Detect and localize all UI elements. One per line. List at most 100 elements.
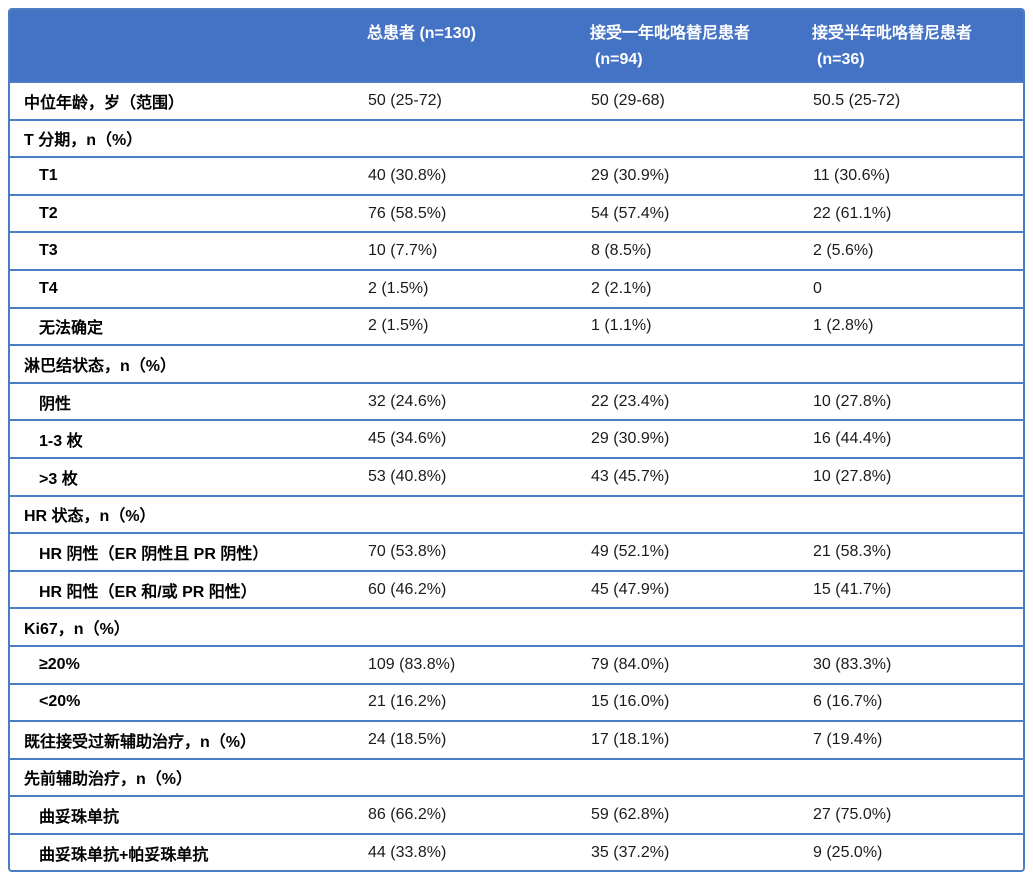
cell-half-year: 2 (5.6%) bbox=[813, 242, 874, 260]
cell-one-year: 43 (45.7%) bbox=[591, 467, 670, 485]
cell-total: 109 (83.8%) bbox=[368, 655, 456, 673]
section-row: 淋巴结状态，n（%） bbox=[10, 344, 1023, 382]
cell-total: 21 (16.2%) bbox=[368, 693, 447, 711]
cell-one-year: 59 (62.8%) bbox=[591, 806, 670, 824]
cell-half-year: 15 (41.7%) bbox=[813, 580, 892, 598]
cell-total: 45 (34.6%) bbox=[368, 430, 447, 448]
row-label: 阴性 bbox=[39, 395, 72, 413]
cell-one-year: 29 (30.9%) bbox=[591, 430, 670, 448]
header-half-year-label: 接受半年吡咯替尼患者 bbox=[812, 25, 973, 42]
row-label: T3 bbox=[39, 242, 58, 260]
row-label: 1-3 枚 bbox=[39, 433, 83, 451]
cell-half-year: 30 (83.3%) bbox=[813, 655, 892, 673]
table-row: T1 40 (30.8%) 29 (30.9%) 11 (30.6%) bbox=[10, 156, 1023, 194]
cell-one-year: 50 (29-68) bbox=[591, 91, 665, 109]
section-row: HR 状态，n（%） bbox=[10, 494, 1023, 533]
cell-half-year: 6 (16.7%) bbox=[813, 693, 883, 711]
row-label: 曲妥珠单抗 bbox=[39, 809, 120, 827]
row-label: T2 bbox=[39, 204, 58, 222]
cell-total: 60 (46.2%) bbox=[368, 580, 447, 598]
cell-half-year: 22 (61.1%) bbox=[813, 204, 892, 222]
cell-total: 24 (18.5%) bbox=[368, 730, 447, 748]
row-label: 无法确定 bbox=[39, 320, 104, 338]
cell-total: 40 (30.8%) bbox=[368, 166, 447, 184]
cell-total: 32 (24.6%) bbox=[368, 392, 447, 410]
cell-total: 53 (40.8%) bbox=[368, 467, 447, 485]
cell-one-year: 35 (37.2%) bbox=[591, 843, 670, 861]
table-row: 1-3 枚 45 (34.6%) 29 (30.9%) 16 (44.4%) bbox=[10, 419, 1023, 457]
table-row: 既往接受过新辅助治疗，n（%） 24 (18.5%) 17 (18.1%) 7 … bbox=[10, 720, 1023, 758]
header-one-year-label: 接受一年吡咯替尼患者 bbox=[590, 25, 751, 42]
row-label: >3 枚 bbox=[39, 470, 78, 488]
cell-total: 50 (25-72) bbox=[368, 91, 442, 109]
table-row: 曲妥珠单抗 86 (66.2%) 59 (62.8%) 27 (75.0%) bbox=[10, 795, 1023, 833]
cell-half-year: 21 (58.3%) bbox=[813, 542, 892, 560]
row-label: T4 bbox=[39, 279, 58, 297]
cell-one-year: 54 (57.4%) bbox=[591, 204, 670, 222]
section-label: HR 状态，n（%） bbox=[24, 508, 156, 526]
section-row: T 分期，n（%） bbox=[10, 118, 1023, 157]
table-row: T2 76 (58.5%) 54 (57.4%) 22 (61.1%) bbox=[10, 193, 1023, 232]
header-one-year-n: (n=94) bbox=[595, 51, 643, 68]
cell-half-year: 1 (2.8%) bbox=[813, 317, 874, 335]
table-row: 曲妥珠单抗+帕妥珠单抗 44 (33.8%) 35 (37.2%) 9 (25.… bbox=[10, 832, 1023, 871]
cell-half-year: 10 (27.8%) bbox=[813, 392, 892, 410]
cell-one-year: 79 (84.0%) bbox=[591, 655, 670, 673]
cell-one-year: 49 (52.1%) bbox=[591, 542, 670, 560]
table-row: 无法确定 2 (1.5%) 1 (1.1%) 1 (2.8%) bbox=[10, 306, 1023, 345]
header-total-label: 总患者 (n=130) bbox=[367, 25, 476, 42]
characteristics-table: 总患者 (n=130) 接受一年吡咯替尼患者 (n=94) 接受半年吡咯替尼患者… bbox=[8, 8, 1025, 873]
cell-one-year: 45 (47.9%) bbox=[591, 580, 670, 598]
cell-total: 2 (1.5%) bbox=[368, 279, 429, 297]
cell-total: 10 (7.7%) bbox=[368, 242, 438, 260]
section-row: 先前辅助治疗，n（%） bbox=[10, 757, 1023, 796]
header-cell-one-year-group: 接受一年吡咯替尼患者 (n=94) bbox=[590, 21, 812, 73]
table-row: 阴性 32 (24.6%) 22 (23.4%) 10 (27.8%) bbox=[10, 381, 1023, 420]
cell-total: 76 (58.5%) bbox=[368, 204, 447, 222]
table-row: HR 阴性（ER 阴性且 PR 阴性） 70 (53.8%) 49 (52.1%… bbox=[10, 532, 1023, 570]
table-row: 中位年龄，岁（范围） 50 (25-72) 50 (29-68) 50.5 (2… bbox=[10, 81, 1023, 119]
cell-half-year: 27 (75.0%) bbox=[813, 806, 892, 824]
cell-half-year: 11 (30.6%) bbox=[813, 166, 891, 184]
row-label: HR 阳性（ER 和/或 PR 阳性） bbox=[39, 583, 257, 601]
cell-half-year: 9 (25.0%) bbox=[813, 843, 883, 861]
section-label: 先前辅助治疗，n（%） bbox=[24, 771, 193, 789]
row-label: ≥20% bbox=[39, 655, 80, 673]
cell-total: 70 (53.8%) bbox=[368, 542, 447, 560]
cell-one-year: 29 (30.9%) bbox=[591, 166, 670, 184]
cell-half-year: 0 bbox=[813, 279, 822, 297]
section-label: 淋巴结状态，n（%） bbox=[24, 357, 177, 375]
table-row: HR 阳性（ER 和/或 PR 阳性） 60 (46.2%) 45 (47.9%… bbox=[10, 569, 1023, 608]
table-row: ≥20% 109 (83.8%) 79 (84.0%) 30 (83.3%) bbox=[10, 644, 1023, 683]
table-row: T4 2 (1.5%) 2 (2.1%) 0 bbox=[10, 268, 1023, 307]
cell-one-year: 1 (1.1%) bbox=[591, 317, 652, 335]
cell-half-year: 7 (19.4%) bbox=[813, 730, 883, 748]
section-label: T 分期，n（%） bbox=[24, 132, 143, 150]
cell-total: 2 (1.5%) bbox=[368, 317, 429, 335]
table-row: T3 10 (7.7%) 8 (8.5%) 2 (5.6%) bbox=[10, 231, 1023, 269]
row-label: 既往接受过新辅助治疗，n（%） bbox=[24, 733, 257, 751]
row-label: T1 bbox=[39, 166, 58, 184]
table-row: >3 枚 53 (40.8%) 43 (45.7%) 10 (27.8%) bbox=[10, 456, 1023, 495]
row-label: HR 阴性（ER 阴性且 PR 阴性） bbox=[39, 545, 269, 563]
row-label: <20% bbox=[39, 693, 81, 711]
cell-one-year: 17 (18.1%) bbox=[591, 730, 670, 748]
section-label: Ki67，n（%） bbox=[24, 621, 130, 639]
table-header-row: 总患者 (n=130) 接受一年吡咯替尼患者 (n=94) 接受半年吡咯替尼患者… bbox=[10, 10, 1023, 81]
header-half-year-n: (n=36) bbox=[817, 51, 865, 68]
cell-half-year: 50.5 (25-72) bbox=[813, 91, 901, 109]
cell-one-year: 2 (2.1%) bbox=[591, 279, 652, 297]
table-row: <20% 21 (16.2%) 15 (16.0%) 6 (16.7%) bbox=[10, 682, 1023, 721]
cell-total: 44 (33.8%) bbox=[368, 843, 447, 861]
cell-half-year: 10 (27.8%) bbox=[813, 467, 892, 485]
cell-one-year: 15 (16.0%) bbox=[591, 693, 670, 711]
row-label: 曲妥珠单抗+帕妥珠单抗 bbox=[39, 846, 209, 864]
cell-half-year: 16 (44.4%) bbox=[813, 430, 892, 448]
row-label: 中位年龄，岁（范围） bbox=[24, 94, 185, 112]
cell-total: 86 (66.2%) bbox=[368, 806, 447, 824]
header-cell-total-patients: 总患者 (n=130) bbox=[367, 21, 590, 47]
cell-one-year: 8 (8.5%) bbox=[591, 242, 652, 260]
header-cell-half-year-group: 接受半年吡咯替尼患者 (n=36) bbox=[812, 21, 1023, 73]
section-row: Ki67，n（%） bbox=[10, 607, 1023, 645]
cell-one-year: 22 (23.4%) bbox=[591, 392, 670, 410]
